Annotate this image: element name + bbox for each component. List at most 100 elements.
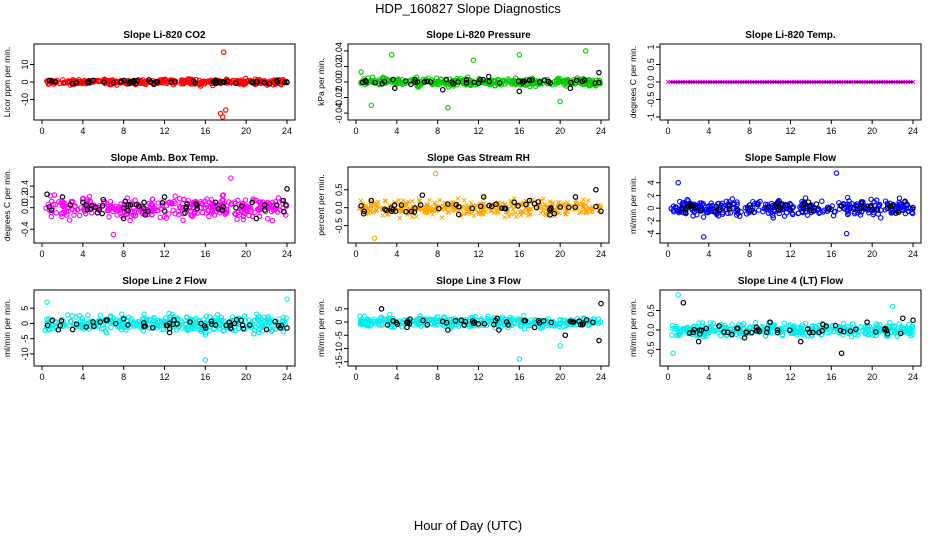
reference-point [194,202,200,209]
reference-point [499,205,505,212]
x-tick-label: 0 [39,249,44,259]
reference-point [535,317,542,324]
reference-point [505,322,511,328]
reference-point [58,318,65,324]
reference-point [820,321,826,328]
x-tick-label: 20 [867,372,877,382]
data-point [114,212,120,218]
y-tick-label: 0.4 [20,180,30,193]
data-point [236,212,242,218]
panel-4: Slope Amb. Box Temp.0 4 8 12 16 20 24-0.40.00.… [2,153,296,259]
reference-point [254,78,261,85]
data-point [151,314,157,321]
reference-point [471,79,477,86]
reference-point [832,322,839,329]
data-point [53,210,59,216]
data-point [87,318,94,324]
reference-point [443,76,450,83]
data-point [398,208,404,213]
reference-point [184,201,190,207]
reference-point [101,79,107,85]
data-point [416,321,423,327]
data-point [264,215,271,222]
x-tick-label: 16 [514,372,524,382]
data-point [148,208,155,215]
data-point [179,325,185,331]
data-point [673,332,680,339]
x-tick-label: 12 [473,372,483,382]
x-tick-label: 24 [596,249,606,259]
reference-point [272,318,278,325]
reference-point [97,319,104,325]
data-point [565,209,570,214]
y-tick-label: 0 [20,79,30,84]
data-point [245,317,252,323]
data-point [846,198,852,204]
y-tick-label: 0.0 [646,76,656,89]
reference-point [99,210,106,217]
data-point [202,204,209,211]
data-point [563,211,569,217]
x-tick-label: 24 [908,126,918,136]
data-point [104,207,111,214]
data-point [370,210,375,216]
data-point [439,215,445,220]
reference-point [726,203,733,209]
reference-point [284,79,290,86]
data-point [729,321,735,328]
data-point [390,315,396,322]
data-point [392,201,398,206]
data-point [58,211,64,217]
reference-point [743,329,749,336]
reference-point [531,324,538,331]
reference-point [275,322,282,329]
reference-point [596,69,602,76]
y-tick-label: 10 [20,59,30,69]
reference-point [73,79,79,86]
x-tick-label: 16 [514,126,524,136]
reference-point [360,210,367,217]
data-point [907,326,914,333]
reference-point [857,205,863,212]
x-tick-label: 20 [867,126,877,136]
panel-title: Slope Gas Stream RH [427,153,530,164]
reference-point [125,202,132,208]
reference-point [449,79,455,86]
reference-point [819,327,825,334]
data-point [862,330,868,337]
y-tick-label: -0.5 [646,342,656,358]
x-tick-label: 16 [514,249,524,259]
data-point [452,316,459,322]
data-point [166,200,172,206]
data-point [182,325,189,331]
reference-point [360,79,366,86]
x-tick-label: 16 [826,126,836,136]
x-tick-label: 8 [435,126,440,136]
reference-point [864,319,870,325]
data-point [510,320,517,326]
reference-point [133,201,140,208]
reference-point [407,316,413,322]
data-point [107,198,114,205]
data-point [180,77,187,84]
reference-point [142,323,148,329]
reference-point [862,205,869,211]
data-point [375,320,381,326]
data-point [235,197,241,204]
data-point [541,196,546,202]
data-point [172,193,178,199]
data-points [43,175,290,238]
reference-point [526,197,533,204]
x-tick-label: 0 [665,372,670,382]
data-point [445,209,451,214]
x-tick-label: 16 [826,249,836,259]
reference-point [568,79,574,86]
data-point [375,199,381,205]
data-point [203,210,210,216]
data-point [61,322,67,328]
data-point [76,212,83,219]
reference-point [412,79,418,85]
data-point [173,327,180,333]
data-point [525,213,531,218]
data-point [746,325,753,331]
